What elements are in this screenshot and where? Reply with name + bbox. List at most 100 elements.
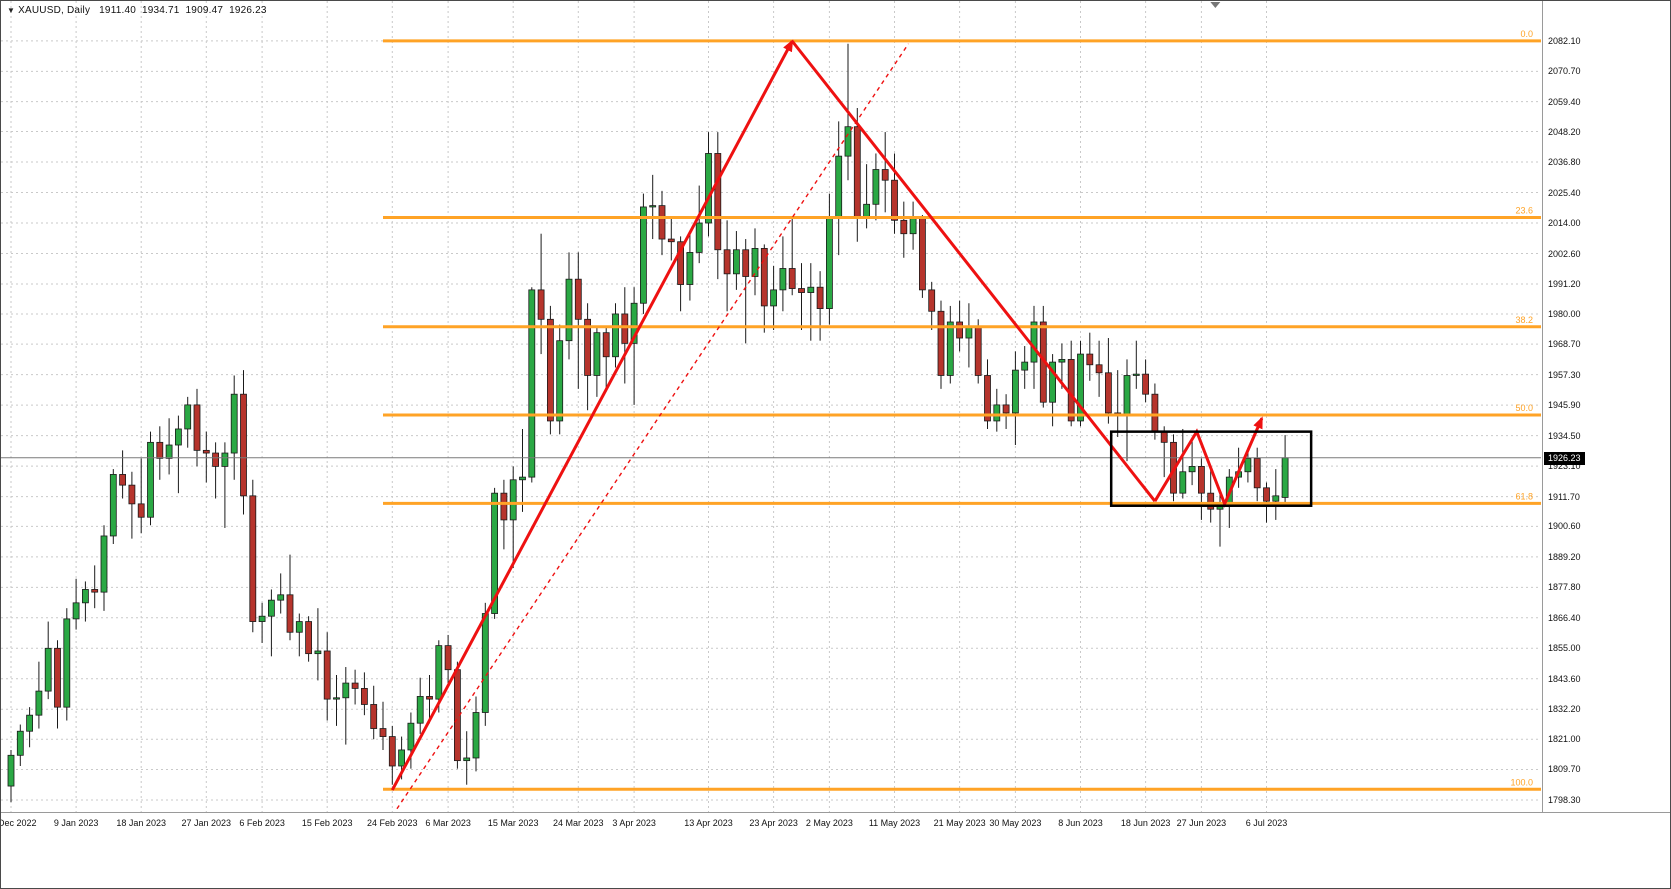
bearish-candle (426, 696, 433, 700)
bearish-candle (137, 503, 145, 518)
time-tick-label: 11 May 2023 (868, 818, 921, 828)
consolidation-rectangle[interactable] (1109, 430, 1313, 507)
time-tick-label: 6 Jul 2023 (1245, 818, 1288, 828)
bullish-candle (258, 615, 266, 622)
bearish-candle (798, 288, 805, 293)
bullish-candle (481, 613, 489, 713)
bullish-candle (556, 340, 564, 422)
bearish-candle (900, 219, 908, 235)
bullish-candle (1021, 361, 1029, 371)
bearish-candle (249, 495, 257, 622)
bearish-candle (360, 688, 368, 705)
bearish-candle (760, 248, 768, 307)
bearish-candle (1151, 393, 1159, 433)
bullish-candle (733, 249, 740, 275)
time-axis[interactable]: 29 Dec 2022 9 Jan 2023 18 Jan 2023 27 Jan 2… (1, 812, 1670, 888)
price-tick-label: 1934.50 (1548, 430, 1581, 441)
bullish-candle (472, 712, 480, 759)
price-axis[interactable]: 2082.10 2070.70 2059.40 2048.20 2036.80 2025.… (1542, 1, 1670, 812)
bullish-candle (872, 169, 880, 205)
bearish-candle (788, 268, 796, 289)
time-tick-label: 9 Jan 2023 (53, 818, 99, 828)
trendlines-layer[interactable] (390, 39, 1264, 810)
fib-level-label: 50.0 (1515, 403, 1533, 413)
bearish-candle (1263, 487, 1270, 502)
price-tick-label: 1968.70 (1548, 339, 1581, 350)
price-tick-label: 2025.40 (1548, 187, 1581, 198)
bearish-candle (984, 375, 991, 422)
price-tick-label: 2070.70 (1548, 66, 1581, 77)
dashed-channel-line[interactable] (396, 43, 910, 810)
bullish-candle (695, 222, 703, 253)
bullish-candle (844, 126, 852, 157)
bullish-candle (993, 404, 1001, 422)
fibonacci-retracement[interactable]: 0.0 23.6 38.2 50.0 61.8 100.0 (383, 29, 1541, 791)
bullish-candle (35, 690, 43, 716)
bullish-candle (1077, 353, 1084, 422)
bearish-candle (537, 289, 545, 320)
time-tick-label: 2 May 2023 (805, 818, 853, 828)
bearish-candle (547, 318, 554, 422)
uptrend-impulse[interactable] (390, 39, 794, 791)
bearish-candle (1198, 466, 1205, 494)
bullish-candle (82, 589, 89, 604)
bullish-candle (1058, 359, 1066, 363)
candlestick-chart[interactable]: 0.0 23.6 38.2 50.0 61.8 100.0 (1, 1, 1541, 812)
fib-level-label: 61.8 (1515, 491, 1533, 501)
downtrend-correction[interactable] (791, 40, 1157, 503)
bullish-candle (165, 444, 173, 459)
fib-level-label: 38.2 (1515, 315, 1533, 325)
bearish-candle (891, 179, 898, 221)
price-tick-label: 2048.20 (1548, 126, 1581, 137)
bearish-candle (1105, 372, 1112, 414)
price-tick-label: 1980.00 (1548, 308, 1581, 319)
bullish-candle (1188, 466, 1196, 473)
bullish-candle (863, 203, 870, 219)
bullish-candle (630, 302, 638, 344)
time-tick-label: 23 Apr 2023 (749, 818, 798, 828)
price-tick-label: 2059.40 (1548, 96, 1581, 107)
chart-shift-marker-icon[interactable] (1210, 2, 1221, 8)
bullish-candle (770, 289, 777, 307)
bullish-candle (509, 479, 517, 521)
bullish-candle (612, 313, 619, 358)
bearish-candle (1095, 364, 1103, 374)
bullish-candle (946, 321, 954, 376)
price-tick-label: 1798.30 (1548, 794, 1581, 805)
bearish-candle (584, 318, 591, 376)
bullish-candle (649, 205, 657, 208)
time-tick-label: 29 Dec 2022 (1, 818, 37, 828)
time-tick-label: 8 Jun 2023 (1058, 818, 1103, 828)
price-tick-label: 2036.80 (1548, 157, 1581, 168)
bearish-candle (91, 589, 99, 593)
symbol-timeframe-label: XAUUSD, Daily (18, 5, 91, 16)
bullish-candle (230, 393, 238, 454)
bearish-candle (714, 153, 722, 251)
bearish-candle (723, 249, 731, 275)
forecast-zigzag[interactable] (1153, 416, 1264, 508)
symbol-dropdown-icon[interactable]: ▼ (7, 6, 16, 15)
bullish-candle (7, 754, 15, 787)
price-tick-label: 2014.00 (1548, 218, 1581, 228)
bullish-candle (314, 650, 322, 655)
bearish-candle (1160, 431, 1168, 443)
bullish-candle (407, 722, 415, 751)
fib-level-label: 0.0 (1520, 29, 1533, 39)
bearish-candle (212, 452, 220, 467)
price-tick-label: 1957.30 (1548, 369, 1581, 380)
price-tick-label: 1945.90 (1548, 400, 1581, 411)
time-tick-label: 24 Feb 2023 (367, 818, 418, 828)
price-tick-label: 1911.70 (1548, 491, 1580, 502)
bullish-candle (519, 476, 526, 481)
bearish-candle (54, 647, 61, 708)
bearish-candle (119, 474, 126, 486)
ohlc-close-value: 1926.23 (229, 5, 267, 16)
bearish-candle (444, 645, 452, 671)
bearish-candle (1086, 353, 1094, 366)
chart-plot-area[interactable]: 0.0 23.6 38.2 50.0 61.8 100.0 ▼ XAUUSD, Daily … (1, 1, 1541, 812)
ohlc-low-value: 1909.47 (185, 5, 224, 16)
current-price-label: 1926.23 (1544, 451, 1585, 465)
time-tick-label: 15 Feb 2023 (301, 818, 353, 828)
bearish-candle (305, 621, 313, 655)
